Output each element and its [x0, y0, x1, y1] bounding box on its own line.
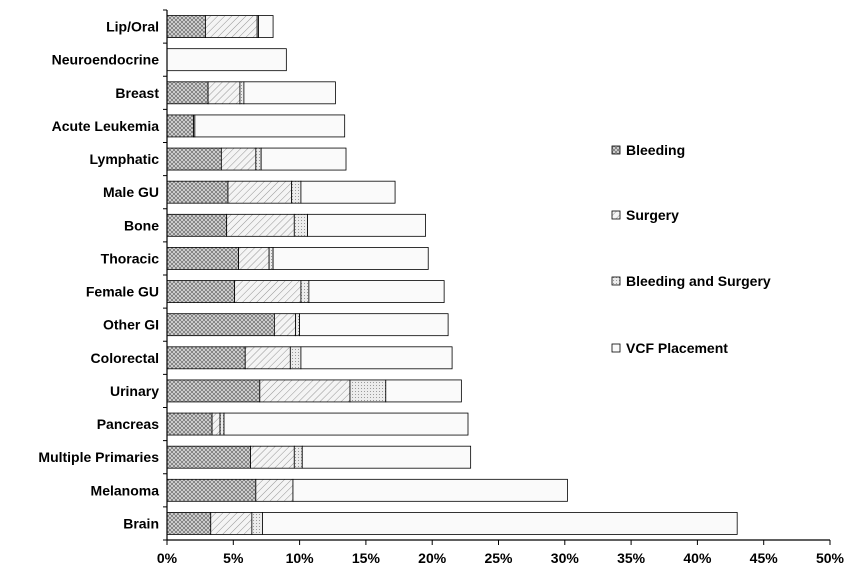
bar-pancreas-bleeding-and-surgery	[219, 412, 225, 436]
bar-male-gu-vcf-placement	[300, 180, 396, 204]
x-tick-label: 15%	[352, 550, 381, 566]
category-label: Brain	[123, 515, 159, 531]
bar-melanoma-vcf-placement	[292, 478, 568, 502]
bar-urinary-vcf-placement	[385, 379, 462, 403]
bar-multiple-primaries-vcf-placement	[301, 445, 472, 469]
bar-neuroendocrine-vcf-placement	[166, 48, 287, 72]
legend-label-bleeding: Bleeding	[626, 142, 685, 158]
bar-colorectal-vcf-placement	[300, 346, 453, 370]
bar-thoracic-bleeding	[166, 247, 240, 270]
category-label: Urinary	[110, 383, 159, 399]
x-tick-label: 45%	[750, 550, 779, 566]
bar-pancreas-surgery	[211, 412, 221, 436]
category-labels: Lip/Oral Neuroendocrine Breast Acute Leukem…	[38, 19, 159, 532]
x-tick-label: 35%	[617, 550, 646, 566]
axes: 0% 5% 10% 15% 20% 25% 30% 35% 40% 45% 50%	[157, 9, 845, 566]
legend: Bleeding Surgery Bleeding and Surgery VCF P…	[611, 142, 771, 356]
x-tick-label: 50%	[816, 550, 845, 566]
legend-label-bleeding-and-surgery: Bleeding and Surgery	[626, 273, 771, 289]
bar-lip-oral-vcf-placement	[258, 15, 274, 38]
x-tick-label: 40%	[683, 550, 712, 566]
category-label: Melanoma	[91, 482, 160, 498]
category-label: Lip/Oral	[106, 19, 159, 35]
bar-male-gu-bleeding	[166, 180, 229, 204]
bar-brain-surgery	[210, 512, 253, 535]
bar-colorectal-bleeding	[166, 346, 246, 370]
bar-other-gi-vcf-placement	[299, 313, 449, 337]
bar-lip-oral-surgery	[205, 15, 258, 38]
bar-female-gu-vcf-placement	[308, 280, 445, 303]
legend-label-surgery: Surgery	[626, 207, 679, 223]
bar-urinary-surgery	[259, 379, 351, 403]
bar-acute-leukemia-vcf-placement	[194, 114, 346, 138]
bar-melanoma-bleeding	[166, 478, 257, 502]
bar-bone-vcf-placement	[307, 213, 426, 237]
bar-multiple-primaries-bleeding-and-surgery	[293, 445, 303, 469]
legend-swatch-bleeding-and-surgery	[611, 276, 621, 286]
category-label: Bone	[124, 217, 159, 233]
category-label: Breast	[115, 85, 159, 101]
bar-urinary-bleeding	[166, 379, 261, 403]
bar-brain-bleeding-and-surgery	[251, 512, 263, 535]
x-tick-label: 25%	[484, 550, 513, 566]
bar-thoracic-surgery	[238, 247, 270, 270]
bar-melanoma-surgery	[255, 478, 294, 502]
bar-other-gi-bleeding	[166, 313, 275, 337]
bar-lymphatic-surgery	[220, 147, 257, 171]
bar-pancreas-vcf-placement	[223, 412, 469, 436]
bar-bone-bleeding	[166, 213, 228, 237]
bar-bone-surgery	[226, 213, 295, 237]
bar-female-gu-surgery	[234, 280, 302, 303]
bar-breast-surgery	[207, 81, 241, 105]
bar-lymphatic-bleeding-and-surgery	[255, 147, 262, 171]
bar-colorectal-surgery	[244, 346, 291, 370]
category-label: Pancreas	[97, 416, 159, 432]
bar-brain-bleeding	[166, 512, 212, 535]
bar-colorectal-bleeding-and-surgery	[289, 346, 302, 370]
category-label: Acute Leukemia	[52, 118, 160, 134]
bar-lymphatic-bleeding	[166, 147, 222, 171]
bar-thoracic-vcf-placement	[272, 247, 429, 270]
bar-brain-vcf-placement	[262, 512, 738, 535]
bar-pancreas-bleeding	[166, 412, 213, 436]
bar-lymphatic-vcf-placement	[260, 147, 347, 171]
category-label: Male GU	[103, 184, 159, 200]
bar-other-gi-surgery	[274, 313, 297, 337]
x-tick-label: 10%	[286, 550, 315, 566]
bar-breast-bleeding	[166, 81, 209, 105]
bar-female-gu-bleeding	[166, 280, 236, 303]
category-label: Lymphatic	[90, 151, 160, 167]
x-tick-label: 20%	[418, 550, 447, 566]
bar-multiple-primaries-bleeding	[166, 445, 251, 469]
bars-group	[166, 15, 738, 535]
category-label: Thoracic	[101, 250, 160, 266]
legend-swatch-surgery	[611, 210, 621, 220]
bar-thoracic-bleeding-and-surgery	[268, 247, 274, 270]
bar-urinary-bleeding-and-surgery	[349, 379, 387, 403]
category-label: Multiple Primaries	[38, 449, 159, 465]
x-tick-label: 0%	[157, 550, 178, 566]
legend-swatch-bleeding	[611, 145, 621, 155]
bar-female-gu-bleeding-and-surgery	[300, 280, 310, 303]
x-tick-label: 30%	[551, 550, 580, 566]
bar-multiple-primaries-surgery	[250, 445, 295, 469]
bar-male-gu-bleeding-and-surgery	[291, 180, 302, 204]
category-label: Female GU	[86, 284, 159, 300]
bar-breast-vcf-placement	[243, 81, 336, 105]
x-tick-label: 5%	[223, 550, 244, 566]
bar-lip-oral-bleeding	[166, 15, 206, 38]
legend-swatch-vcf-placement	[611, 343, 621, 353]
bar-other-gi-bleeding-and-surgery	[295, 313, 301, 337]
category-label: Other GI	[103, 317, 159, 333]
bar-breast-bleeding-and-surgery	[239, 81, 245, 105]
category-label: Neuroendocrine	[52, 52, 160, 68]
bar-male-gu-surgery	[227, 180, 293, 204]
bar-bone-bleeding-and-surgery	[293, 213, 308, 237]
category-label: Colorectal	[91, 350, 159, 366]
bar-acute-leukemia-bleeding	[166, 114, 194, 138]
legend-label-vcf-placement: VCF Placement	[626, 340, 728, 356]
